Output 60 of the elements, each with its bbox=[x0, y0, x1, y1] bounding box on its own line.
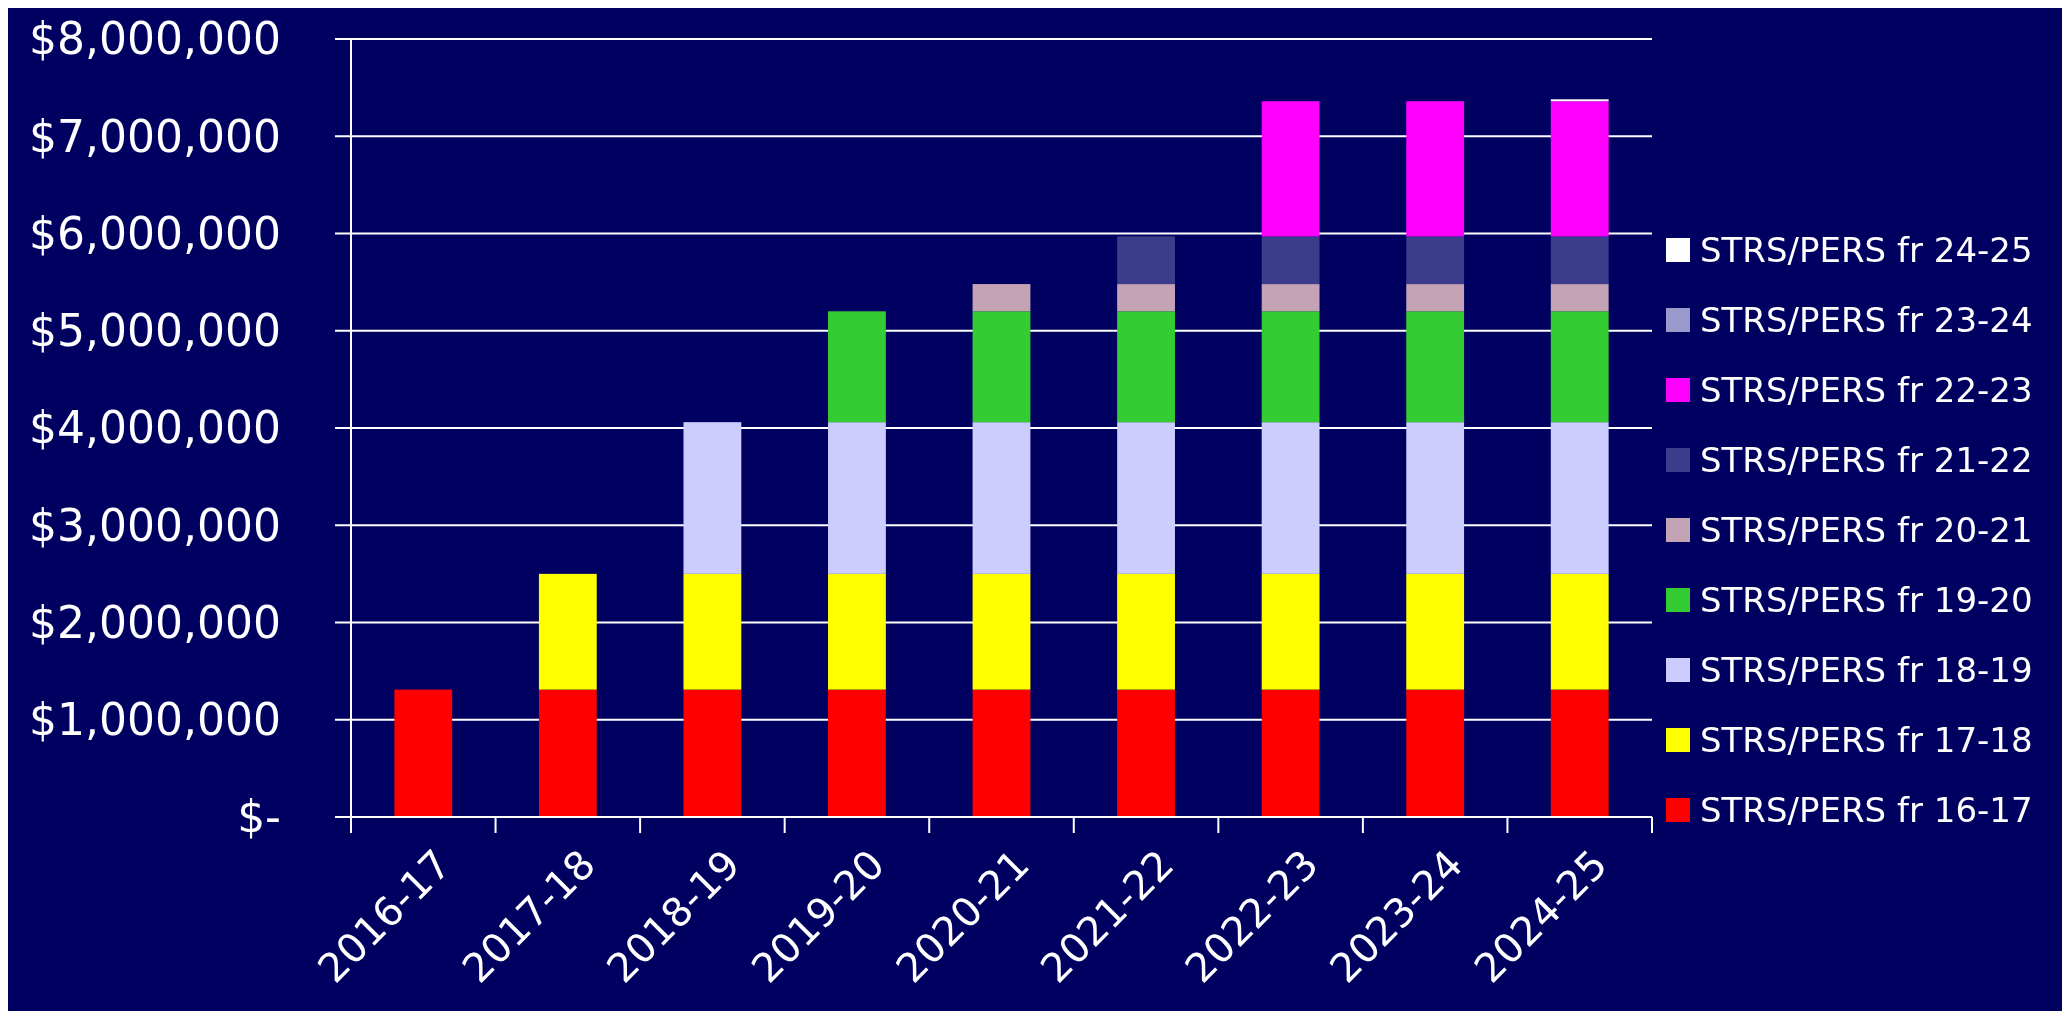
bar bbox=[1550, 311, 1609, 423]
bar bbox=[972, 573, 1031, 690]
legend-label: STRS/PERS fr 16-17 bbox=[1700, 789, 2033, 830]
legend-label: STRS/PERS fr 18-19 bbox=[1700, 649, 2033, 690]
bar bbox=[683, 689, 742, 817]
bar bbox=[828, 422, 886, 574]
bar bbox=[1117, 422, 1175, 574]
bar bbox=[394, 689, 453, 817]
bar bbox=[1261, 284, 1320, 312]
bar bbox=[1550, 284, 1609, 312]
bar bbox=[538, 689, 597, 817]
legend-label: STRS/PERS fr 22-23 bbox=[1700, 369, 2033, 410]
bar bbox=[1261, 311, 1320, 423]
y-tick-label: $8,000,000 bbox=[29, 13, 281, 65]
y-tick-label: $3,000,000 bbox=[29, 499, 281, 551]
bar bbox=[1406, 101, 1465, 237]
legend-label: STRS/PERS fr 20-21 bbox=[1700, 509, 2033, 550]
y-tick-label: $2,000,000 bbox=[29, 596, 281, 648]
bar bbox=[1261, 689, 1320, 817]
bar bbox=[1261, 573, 1320, 690]
bar bbox=[1261, 422, 1320, 574]
bar bbox=[972, 422, 1031, 574]
bar bbox=[1261, 101, 1320, 237]
bar bbox=[1406, 689, 1465, 817]
legend-label: STRS/PERS fr 19-20 bbox=[1700, 579, 2033, 620]
bar bbox=[972, 284, 1031, 312]
bar bbox=[1406, 311, 1465, 423]
bar bbox=[1117, 573, 1175, 690]
y-tick-label: $5,000,000 bbox=[29, 305, 281, 357]
bar bbox=[828, 689, 886, 817]
bar bbox=[828, 311, 886, 423]
bar bbox=[1406, 422, 1465, 574]
bar bbox=[683, 573, 742, 690]
bar bbox=[1117, 284, 1175, 312]
bar bbox=[1550, 422, 1609, 574]
y-tick-label: $6,000,000 bbox=[29, 207, 281, 259]
bar bbox=[1117, 236, 1175, 285]
bar bbox=[683, 422, 742, 574]
bar bbox=[1550, 573, 1609, 690]
legend-label: STRS/PERS fr 24-25 bbox=[1700, 229, 2033, 270]
bar bbox=[1406, 236, 1465, 285]
bar bbox=[1117, 689, 1175, 817]
y-tick-label: $4,000,000 bbox=[29, 402, 281, 454]
legend-label: STRS/PERS fr 23-24 bbox=[1700, 299, 2033, 340]
bar bbox=[972, 311, 1031, 423]
bar bbox=[1261, 236, 1320, 285]
bar bbox=[1550, 101, 1609, 237]
y-tick-label: $- bbox=[237, 791, 281, 843]
bar bbox=[1117, 311, 1175, 423]
bar bbox=[828, 573, 886, 690]
bar bbox=[538, 573, 597, 690]
bar bbox=[972, 689, 1031, 817]
bar bbox=[1406, 573, 1465, 690]
legend-label: STRS/PERS fr 17-18 bbox=[1700, 719, 2033, 760]
y-tick-label: $7,000,000 bbox=[29, 110, 281, 162]
bar bbox=[1550, 236, 1609, 285]
legend-label: STRS/PERS fr 21-22 bbox=[1700, 439, 2033, 480]
bar bbox=[1550, 689, 1609, 817]
y-tick-label: $1,000,000 bbox=[29, 694, 281, 746]
bar bbox=[1406, 284, 1465, 312]
